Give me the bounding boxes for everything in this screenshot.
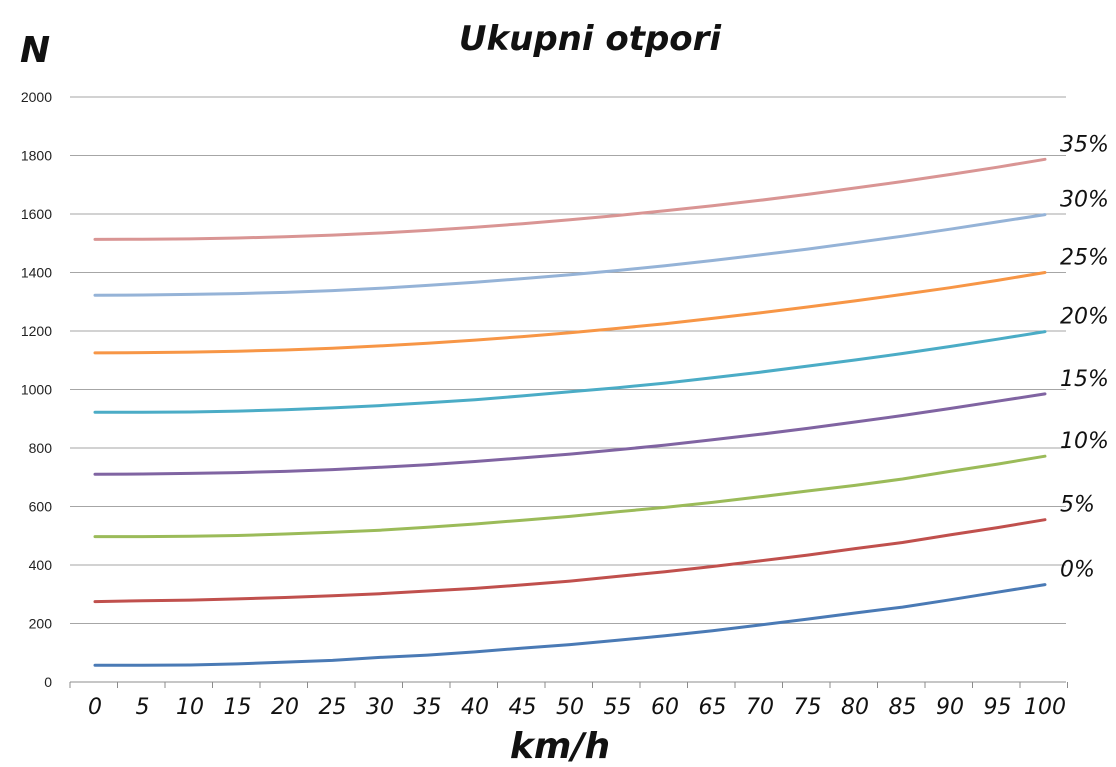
y-tick-label: 600 <box>29 499 53 515</box>
y-axis-label: N <box>20 30 50 71</box>
series-line-1 <box>93 518 1047 604</box>
x-tick-label: 95 <box>984 695 1012 720</box>
x-tick-label: 30 <box>366 695 394 720</box>
series-label-7: 35% <box>1060 132 1109 157</box>
x-tick-label: 45 <box>509 695 537 720</box>
y-tick-label: 1800 <box>21 148 52 164</box>
y-tick-label: 1000 <box>21 382 52 398</box>
series-label-1: 5% <box>1060 493 1095 518</box>
x-tick-label: 80 <box>841 695 869 720</box>
series-label-4: 20% <box>1060 305 1109 330</box>
x-tick-label: 90 <box>936 695 964 720</box>
x-tick-label: 55 <box>604 695 632 720</box>
y-tick-label: 400 <box>29 557 53 573</box>
x-tick-label: 40 <box>461 695 489 720</box>
series-label-5: 25% <box>1060 246 1109 271</box>
series-labels: 0% 5% 10% 15% 20% 25% 30% 35% <box>1060 132 1109 582</box>
y-tick-label: 200 <box>29 616 53 632</box>
gridlines <box>70 96 1066 683</box>
series-line-7 <box>93 157 1047 241</box>
y-tick-label: 0 <box>44 674 52 690</box>
series-line-5 <box>93 271 1047 355</box>
series-line-3 <box>93 392 1047 476</box>
y-tick-label: 1600 <box>21 206 52 222</box>
series-label-0: 0% <box>1060 558 1095 583</box>
y-tick-label: 2000 <box>21 89 52 105</box>
x-tick-label: 20 <box>271 695 299 720</box>
series-line-0 <box>93 583 1047 667</box>
x-tick-label: 60 <box>651 695 679 720</box>
x-tick-label: 5 <box>136 695 150 720</box>
x-tick-label: 50 <box>556 695 584 720</box>
x-tick-label: 25 <box>319 695 347 720</box>
x-tick-label: 0 <box>88 695 102 720</box>
series-lines <box>93 157 1047 667</box>
x-tick-label: 35 <box>414 695 442 720</box>
x-tick-label: 70 <box>746 695 774 720</box>
x-tick-label: 15 <box>224 695 252 720</box>
y-tick-label: 1200 <box>21 323 52 339</box>
series-label-6: 30% <box>1060 188 1109 213</box>
x-tick-label: 85 <box>889 695 917 720</box>
x-tick-label: 10 <box>176 695 204 720</box>
y-tick-label: 1400 <box>21 265 52 281</box>
axes: 0 200 400 600 800 1000 1200 1400 1600 1800 2000 0 5 1… <box>21 89 1068 720</box>
chart-title: Ukupni otpori <box>459 19 723 59</box>
x-axis-label: km/h <box>510 726 610 767</box>
series-label-3: 15% <box>1060 367 1109 392</box>
series-line-6 <box>93 213 1047 297</box>
y-tick-label: 800 <box>29 440 53 456</box>
series-label-2: 10% <box>1060 429 1109 454</box>
x-tick-label: 75 <box>794 695 822 720</box>
x-tick-label: 100 <box>1024 695 1066 720</box>
series-line-4 <box>93 330 1047 414</box>
series-line-2 <box>93 454 1047 539</box>
x-tick-label: 65 <box>699 695 727 720</box>
